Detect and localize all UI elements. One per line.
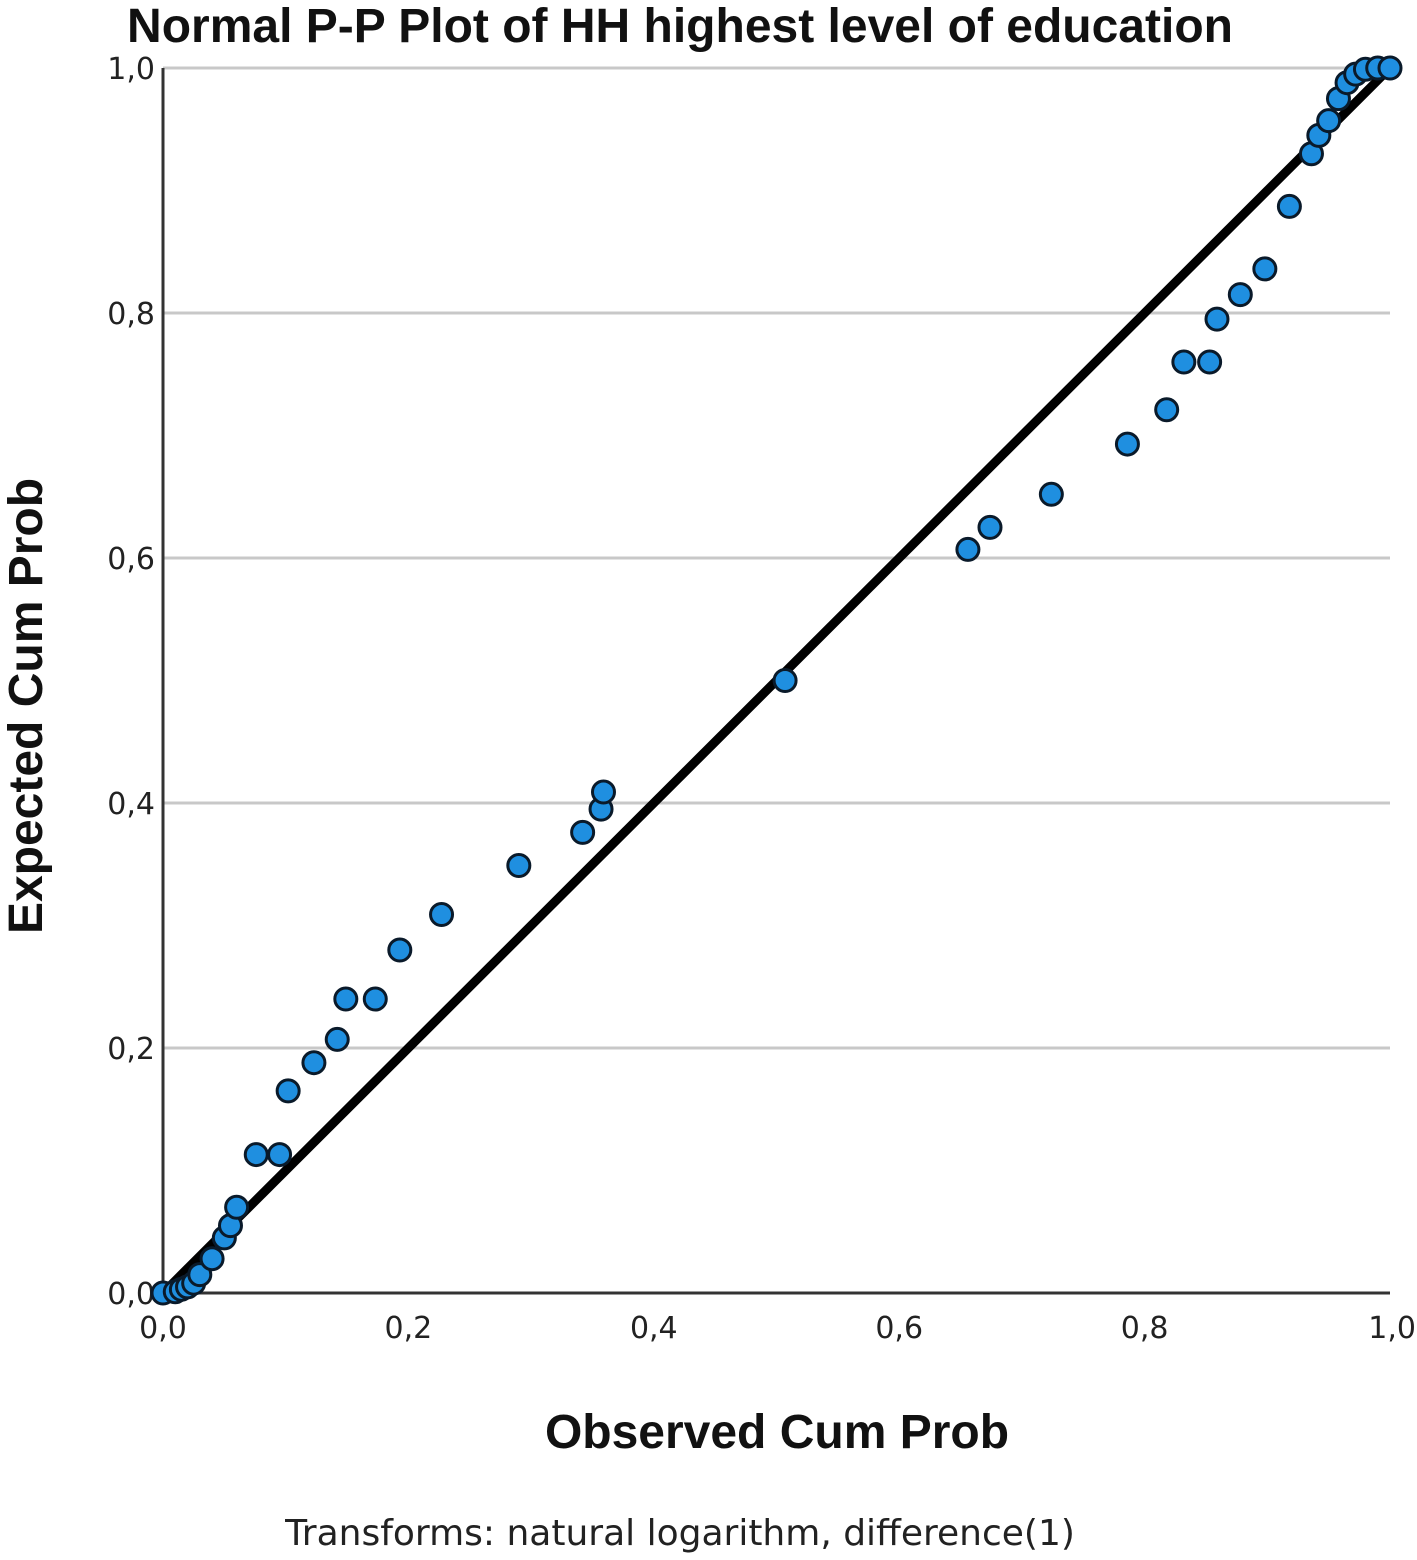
data-point <box>1114 431 1140 457</box>
data-point <box>333 986 359 1012</box>
data-point <box>429 901 455 927</box>
x-axis-title: Observed Cum Prob <box>545 1406 1009 1459</box>
data-point <box>1227 282 1253 308</box>
data-point <box>772 668 798 693</box>
y-tick-label: 0,6 <box>107 542 155 577</box>
data-point <box>1171 349 1197 375</box>
axes <box>161 68 1390 1295</box>
y-tick-label: 0,8 <box>107 297 155 332</box>
x-tick-label: 0,8 <box>1121 1311 1169 1346</box>
data-point <box>1316 108 1342 134</box>
x-tick-label: 0,2 <box>385 1311 433 1346</box>
data-point <box>275 1078 301 1104</box>
data-point <box>1204 306 1230 332</box>
x-tick-label: 0,0 <box>139 1311 187 1346</box>
data-point <box>1276 193 1302 219</box>
x-tick-labels: 0,0 0,2 0,4 0,6 0,8 1,0 <box>139 1311 1416 1346</box>
x-tick-label: 0,4 <box>630 1311 678 1346</box>
data-point <box>1377 55 1403 81</box>
transforms-note: Transforms: natural logarithm, differenc… <box>284 1513 1075 1554</box>
x-tick-label: 0,6 <box>875 1311 923 1346</box>
y-tick-label: 0,2 <box>107 1032 155 1067</box>
data-point <box>590 779 616 805</box>
data-point <box>506 852 532 878</box>
data-point <box>301 1050 327 1076</box>
y-axis-title: Expected Cum Prob <box>0 478 53 934</box>
data-point <box>387 937 413 963</box>
y-tick-labels: 0,0 0,2 0,4 0,6 0,8 1,0 <box>107 52 155 1312</box>
data-point <box>955 536 981 562</box>
gridlines <box>163 66 1390 1050</box>
y-tick-label: 0,0 <box>107 1277 155 1312</box>
data-point <box>977 514 1003 540</box>
data-points <box>150 55 1403 1306</box>
data-point <box>362 986 388 1012</box>
chart-title: Normal P-P Plot of HH highest level of e… <box>127 0 1233 53</box>
data-point <box>243 1142 269 1168</box>
data-point <box>1252 256 1278 282</box>
data-point <box>570 819 596 845</box>
y-tick-label: 0,4 <box>107 787 155 822</box>
data-point <box>1154 397 1180 423</box>
data-point <box>1197 349 1223 375</box>
data-point <box>199 1246 225 1272</box>
x-tick-label: 1,0 <box>1368 1311 1416 1346</box>
data-point <box>324 1026 350 1052</box>
data-point <box>267 1142 293 1168</box>
data-point <box>224 1194 250 1220</box>
y-tick-label: 1,0 <box>107 52 155 87</box>
data-point <box>1038 481 1064 507</box>
